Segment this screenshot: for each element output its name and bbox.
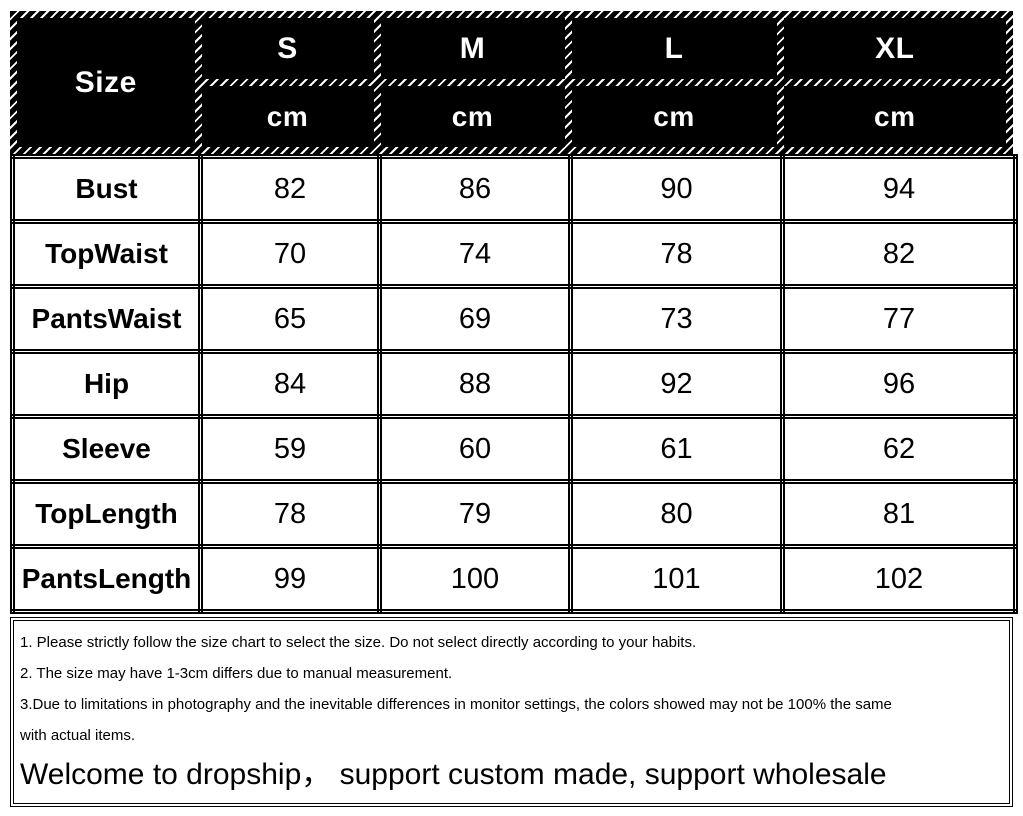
cell-value: 86 [377,154,573,224]
row-label: Sleeve [10,414,203,484]
row-label: TopWaist [10,219,203,289]
note-2: 2. The size may have 1-3cm differs due t… [20,665,453,682]
table-row-pantswaist: PantsWaist 65 69 73 77 [10,284,1018,354]
cell-value: 60 [377,414,573,484]
cell-value: 90 [568,154,785,224]
cell-value: 73 [568,284,785,354]
table-row-pantslength: PantsLength 99 100 101 102 [10,544,1018,614]
table-row-toplength: TopLength 78 79 80 81 [10,479,1018,549]
cell-value: 96 [780,349,1018,419]
cell-value: 92 [568,349,785,419]
notes-box: 1. Please strictly follow the size chart… [10,617,1013,807]
size-chart-header: Size S M L XL cm cm cm cm [10,11,1013,154]
cell-value: 82 [780,219,1018,289]
size-chart-sheet: Size S M L XL cm cm cm cm Bust 82 86 90 … [10,11,1018,807]
cell-value: 82 [198,154,382,224]
header-unit-xl: cm [783,86,1006,147]
cell-value: 80 [568,479,785,549]
table-row-topwaist: TopWaist 70 74 78 82 [10,219,1018,289]
header-size-m: M [380,18,565,79]
row-label: TopLength [10,479,203,549]
row-label: PantsLength [10,544,203,614]
cell-value: 59 [198,414,382,484]
welcome-text: Welcome to dropship， support custom made… [20,758,887,791]
cell-value: 84 [198,349,382,419]
cell-value: 77 [780,284,1018,354]
header-unit-s: cm [201,86,374,147]
table-row-sleeve: Sleeve 59 60 61 62 [10,414,1018,484]
cell-value: 78 [198,479,382,549]
header-unit-l: cm [571,86,777,147]
cell-value: 102 [780,544,1018,614]
table-row-hip: Hip 84 88 92 96 [10,349,1018,419]
row-label: Bust [10,154,203,224]
row-label: PantsWaist [10,284,203,354]
cell-value: 78 [568,219,785,289]
cell-value: 62 [780,414,1018,484]
header-size-l: L [571,18,777,79]
cell-value: 99 [198,544,382,614]
cell-value: 70 [198,219,382,289]
cell-value: 100 [377,544,573,614]
note-3: 3.Due to limitations in photography and … [20,696,892,713]
header-size-xl: XL [783,18,1006,79]
table-row-bust: Bust 82 86 90 94 [10,154,1018,224]
cell-value: 94 [780,154,1018,224]
header-corner-size: Size [17,18,195,147]
header-size-s: S [201,18,374,79]
cell-value: 79 [377,479,573,549]
note-3-continued: with actual items. [20,727,136,744]
measurements-table: Bust 82 86 90 94 TopWaist 70 74 78 82 Pa… [10,154,1018,614]
cell-value: 88 [377,349,573,419]
cell-value: 81 [780,479,1018,549]
header-unit-m: cm [380,86,565,147]
cell-value: 61 [568,414,785,484]
cell-value: 69 [377,284,573,354]
cell-value: 74 [377,219,573,289]
cell-value: 101 [568,544,785,614]
note-1: 1. Please strictly follow the size chart… [20,634,697,651]
cell-value: 65 [198,284,382,354]
row-label: Hip [10,349,203,419]
